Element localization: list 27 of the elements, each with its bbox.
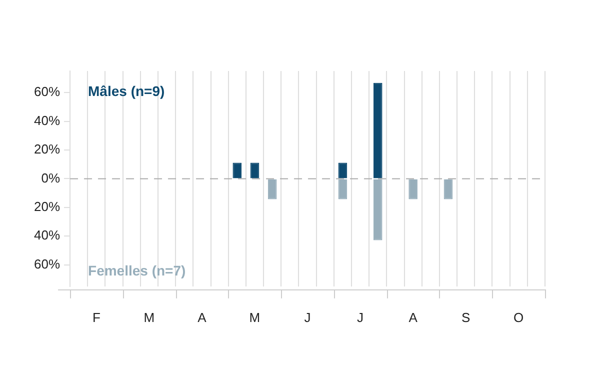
bar bbox=[444, 179, 453, 200]
x-tick-label: O bbox=[514, 310, 524, 325]
y-tick-label: 20% bbox=[34, 142, 60, 157]
x-tick-label: A bbox=[198, 310, 207, 325]
bar bbox=[250, 162, 260, 178]
y-tick-label: 40% bbox=[34, 112, 60, 128]
x-tick-label: J bbox=[357, 310, 364, 325]
text: Femelles (n=7) bbox=[88, 262, 186, 278]
bar bbox=[338, 162, 348, 178]
x-tick-label: M bbox=[144, 310, 155, 325]
x-tick-label: S bbox=[462, 310, 470, 325]
bar bbox=[408, 179, 418, 200]
y-tick-label: 20% bbox=[34, 199, 60, 214]
y-tick-label: 60% bbox=[34, 256, 60, 272]
text: Mâles (n=9) bbox=[88, 82, 165, 99]
x-tick-label: F bbox=[92, 310, 100, 325]
x-tick-label: A bbox=[408, 310, 418, 325]
bar bbox=[338, 179, 348, 200]
bar bbox=[373, 82, 382, 178]
y-tick-label: 0% bbox=[41, 170, 60, 186]
bar bbox=[268, 179, 277, 200]
y-tick-label: 40% bbox=[34, 228, 60, 243]
y-tick-label: 60% bbox=[34, 84, 60, 100]
x-tick-label: J bbox=[304, 310, 311, 325]
bar bbox=[232, 162, 242, 178]
bar bbox=[373, 179, 382, 240]
x-tick-label: M bbox=[249, 310, 260, 325]
